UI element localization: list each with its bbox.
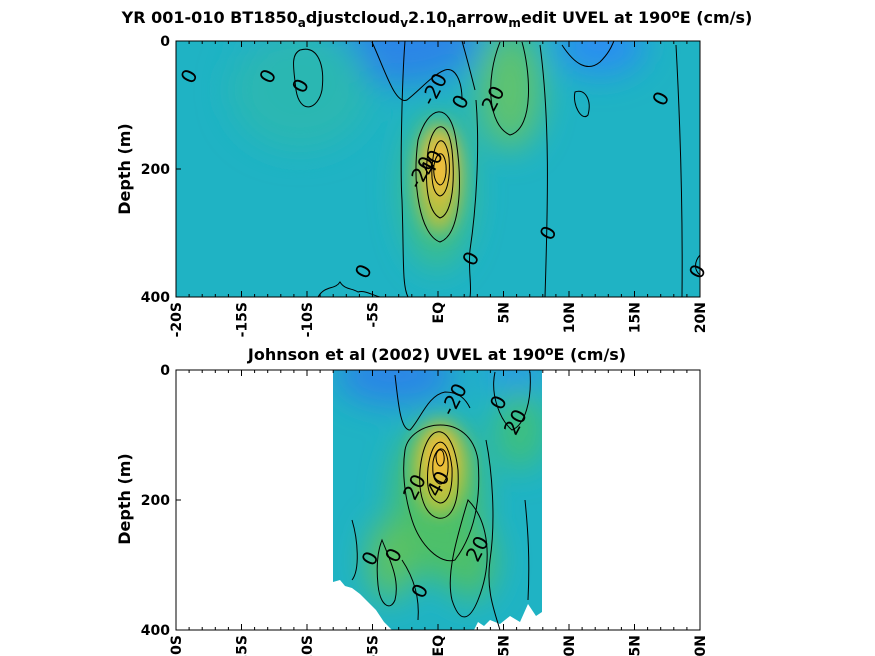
contour-line <box>317 281 381 298</box>
x-tick-label: 15N <box>628 302 644 333</box>
x-tick-label: 10N <box>562 635 578 656</box>
contour-line <box>376 538 397 607</box>
contour-line <box>394 374 471 431</box>
contour-line <box>403 424 480 562</box>
chart-panel-1: YR 001-010 BT1850adjustcloudv2.10narrowm… <box>115 7 753 338</box>
y-axis-1: 0 200 400 <box>141 34 181 306</box>
title-segment: djustcloud <box>306 8 400 27</box>
x-tick-label: 20N <box>693 302 709 333</box>
title-segment: E (cm/s) <box>553 345 626 364</box>
contour-line <box>539 44 548 298</box>
x-tick-label: 5N <box>497 635 513 656</box>
missing-data-region <box>333 580 392 630</box>
contour-line <box>427 441 453 504</box>
title-segment: 2.10 <box>408 8 447 27</box>
x-tick-label: EQ <box>431 302 447 324</box>
chart-title-1: YR 001-010 BT1850adjustcloudv2.10narrowm… <box>121 7 753 30</box>
x-tick-label: -5S <box>366 302 382 328</box>
y-tick-label: 0 <box>160 34 170 50</box>
title-segment: E (cm/s) <box>680 8 753 27</box>
contour-lines-1 <box>293 40 701 298</box>
title-segment: arrow <box>456 8 509 27</box>
chart-panel-2: Johnson et al (2002) UVEL at 190oE (cm/s… <box>115 344 709 656</box>
surface-westward-flow-2 <box>485 370 542 394</box>
title-segment: Johnson et al (2002) UVEL at 190 <box>247 345 545 364</box>
contour-line <box>400 40 409 298</box>
contour-line <box>675 44 683 298</box>
contour-line <box>432 448 449 485</box>
x-tick-label: -5S <box>366 635 382 656</box>
north-eastward-band <box>495 390 542 470</box>
contour-line <box>524 499 530 601</box>
x-tick-label: 15N <box>628 635 644 656</box>
y-tick-label: 200 <box>141 162 170 178</box>
chart-title-2: Johnson et al (2002) UVEL at 190oE (cm/s… <box>247 344 626 364</box>
x-axis-2: -20S -15S -10S -5S EQ 5N 10N 15N 20N <box>169 370 709 656</box>
y-axis-label-1: Depth (m) <box>115 123 134 215</box>
title-segment: o <box>671 7 679 21</box>
heatmap-field-2 <box>333 370 542 630</box>
x-axis-1: -20S -15S -10S -5S EQ 5N 10N 15N 20N <box>169 41 709 337</box>
x-tick-label: -20S <box>169 302 185 337</box>
x-tick-label: -10S <box>300 635 316 656</box>
contour-line <box>485 439 501 631</box>
north-eastward-band <box>478 41 542 150</box>
y-tick-label: 0 <box>160 363 170 379</box>
contour-line <box>371 41 463 101</box>
deep-lobe-north <box>445 520 495 600</box>
contour-lines-2 <box>351 371 531 631</box>
y-axis-label-2: Depth (m) <box>115 453 134 545</box>
title-segment: o <box>545 344 553 358</box>
contour-line <box>461 40 476 91</box>
title-segment: a <box>298 16 306 30</box>
title-segment: m <box>508 16 521 30</box>
x-tick-label: EQ <box>431 635 447 656</box>
contour-line <box>493 371 531 431</box>
contour-line <box>573 90 590 118</box>
contour-line <box>351 519 358 581</box>
contour-line <box>293 48 324 108</box>
title-segment: YR 001-010 BT1850 <box>121 8 298 27</box>
contour-line <box>431 140 450 197</box>
contour-line <box>401 559 419 621</box>
contour-line <box>426 126 454 219</box>
contour-line <box>490 41 530 136</box>
surface-westward-flow <box>335 370 455 405</box>
x-tick-label: -15S <box>235 302 251 337</box>
y-tick-label: 400 <box>141 623 170 639</box>
contour-line <box>419 431 459 519</box>
contour-line <box>449 499 488 618</box>
contour-line <box>433 153 447 186</box>
title-segment: v <box>400 16 408 30</box>
contour-line <box>561 40 615 67</box>
contour-line <box>415 111 460 243</box>
x-tick-label: -20S <box>169 635 185 656</box>
x-tick-label: 5N <box>497 302 513 323</box>
contour-line <box>695 254 701 276</box>
y-tick-label: 200 <box>141 493 170 509</box>
south-side-flow <box>230 41 370 150</box>
x-tick-label: 10N <box>562 302 578 333</box>
x-tick-label: 20N <box>693 635 709 656</box>
title-segment: edit UVEL at 190 <box>521 8 672 27</box>
missing-data-region <box>474 604 542 630</box>
x-tick-label: -10S <box>300 302 316 337</box>
surface-westward-flow-2 <box>555 41 645 75</box>
title-segment: n <box>448 16 457 30</box>
contour-line <box>468 99 479 298</box>
contour-line <box>435 449 445 467</box>
y-tick-label: 400 <box>141 290 170 306</box>
x-tick-label: -15S <box>235 635 251 656</box>
y-axis-2: 0 200 400 <box>141 363 181 639</box>
